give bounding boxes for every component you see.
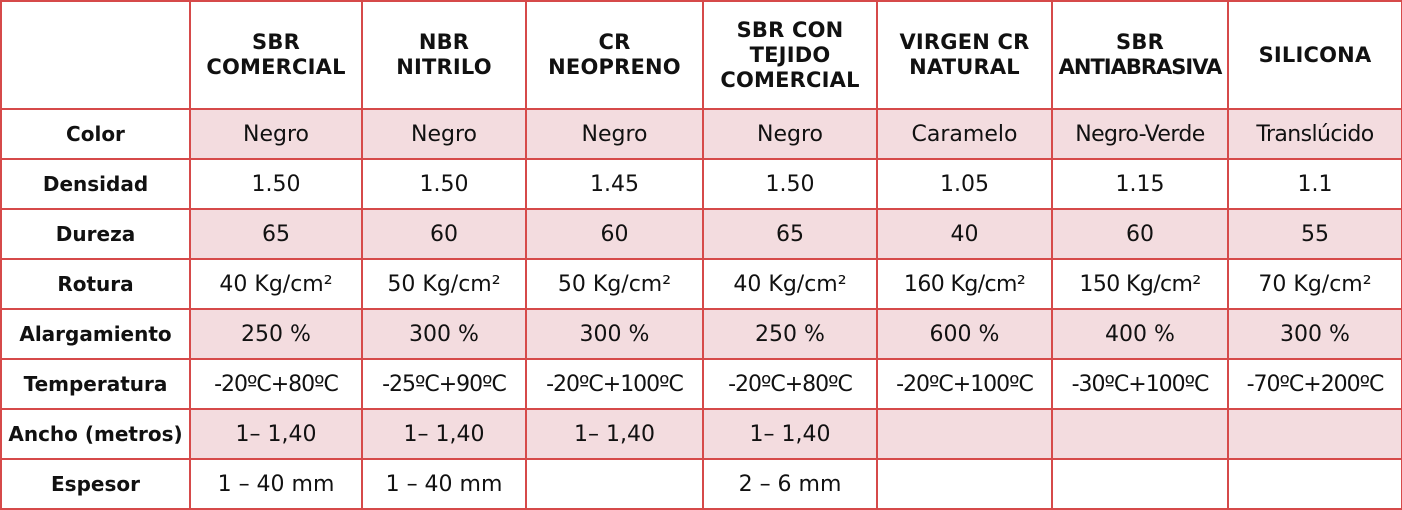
row-color: Color Negro Negro Negro Negro Caramelo N…: [0, 108, 1402, 160]
table-cell: 2 – 6 mm: [702, 458, 878, 510]
row-dureza: Dureza 65 60 60 65 40 60 55: [0, 208, 1402, 260]
table-cell: 160 Kg/cm²: [876, 258, 1053, 310]
row-ancho: Ancho (metros) 1– 1,40 1– 1,40 1– 1,40 1…: [0, 408, 1402, 460]
table-cell: 40: [876, 208, 1053, 260]
column-header-sbr-antiabrasiva: SBR ANTIABRASIVA: [1051, 0, 1229, 110]
table-cell: 50 Kg/cm²: [361, 258, 527, 310]
column-header-virgen-cr: VIRGEN CR NATURAL: [876, 0, 1053, 110]
column-header-cr-neopreno: CR NEOPRENO: [525, 0, 704, 110]
table-cell: 1– 1,40: [702, 408, 878, 460]
table-cell: 250 %: [189, 308, 363, 360]
table-cell: 40 Kg/cm²: [189, 258, 363, 310]
table-cell: 300 %: [361, 308, 527, 360]
column-header-silicona: SILICONA: [1227, 0, 1402, 110]
corner-cell: [0, 0, 191, 110]
table-cell: -20ºC+80ºC: [702, 358, 878, 410]
table-cell: 1.50: [189, 158, 363, 210]
table-cell: 1.1: [1227, 158, 1402, 210]
table-cell: -20ºC+100ºC: [876, 358, 1053, 410]
row-label: Color: [0, 108, 191, 160]
table-cell: 1.45: [525, 158, 704, 210]
table-cell: Negro: [361, 108, 527, 160]
table-cell: Caramelo: [876, 108, 1053, 160]
row-label: Densidad: [0, 158, 191, 210]
table-cell: 1– 1,40: [361, 408, 527, 460]
table-cell: 60: [361, 208, 527, 260]
table-cell: 50 Kg/cm²: [525, 258, 704, 310]
table-cell: -70ºC+200ºC: [1227, 358, 1402, 410]
table-cell: 70 Kg/cm²: [1227, 258, 1402, 310]
column-header-sbr-tejido: SBR CON TEJIDO COMERCIAL: [702, 0, 878, 110]
table-cell: 1.15: [1051, 158, 1229, 210]
table-cell: 1 – 40 mm: [189, 458, 363, 510]
table-cell: [1227, 408, 1402, 460]
table-cell: [1051, 458, 1229, 510]
table-cell: -25ºC+90ºC: [361, 358, 527, 410]
row-temperatura: Temperatura -20ºC+80ºC -25ºC+90ºC -20ºC+…: [0, 358, 1402, 410]
row-label: Espesor: [0, 458, 191, 510]
table-cell: 65: [189, 208, 363, 260]
table-cell: 40 Kg/cm²: [702, 258, 878, 310]
row-espesor: Espesor 1 – 40 mm 1 – 40 mm 2 – 6 mm: [0, 458, 1402, 510]
table-cell: 60: [525, 208, 704, 260]
table-cell: 400 %: [1051, 308, 1229, 360]
table-cell: -20ºC+100ºC: [525, 358, 704, 410]
header-row: SBR COMERCIAL NBR NITRILO CR NEOPRENO SBR C…: [0, 0, 1402, 110]
table-cell: Negro: [525, 108, 704, 160]
row-label: Rotura: [0, 258, 191, 310]
row-alargamiento: Alargamiento 250 % 300 % 300 % 250 % 600…: [0, 308, 1402, 360]
table-cell: Translúcido: [1227, 108, 1402, 160]
row-label: Alargamiento: [0, 308, 191, 360]
row-label: Temperatura: [0, 358, 191, 410]
table-cell: [876, 408, 1053, 460]
table-cell: [525, 458, 704, 510]
table-cell: 1– 1,40: [525, 408, 704, 460]
table-cell: Negro-Verde: [1051, 108, 1229, 160]
table-cell: 1.50: [702, 158, 878, 210]
table-cell: [1051, 408, 1229, 460]
table-cell: 1 – 40 mm: [361, 458, 527, 510]
table-cell: [1227, 458, 1402, 510]
table-cell: 600 %: [876, 308, 1053, 360]
table-cell: 150 Kg/cm²: [1051, 258, 1229, 310]
column-header-nbr-nitrilo: NBR NITRILO: [361, 0, 527, 110]
table-cell: 300 %: [1227, 308, 1402, 360]
row-rotura: Rotura 40 Kg/cm² 50 Kg/cm² 50 Kg/cm² 40 …: [0, 258, 1402, 310]
table-cell: [876, 458, 1053, 510]
table-cell: Negro: [702, 108, 878, 160]
table-cell: 65: [702, 208, 878, 260]
table-cell: 1.50: [361, 158, 527, 210]
column-header-sbr-comercial: SBR COMERCIAL: [189, 0, 363, 110]
row-densidad: Densidad 1.50 1.50 1.45 1.50 1.05 1.15 1…: [0, 158, 1402, 210]
row-label: Ancho (metros): [0, 408, 191, 460]
table-cell: 300 %: [525, 308, 704, 360]
table-cell: 55: [1227, 208, 1402, 260]
table-cell: 250 %: [702, 308, 878, 360]
table-cell: Negro: [189, 108, 363, 160]
table-cell: 60: [1051, 208, 1229, 260]
table-cell: 1.05: [876, 158, 1053, 210]
table-cell: -20ºC+80ºC: [189, 358, 363, 410]
table-cell: -30ºC+100ºC: [1051, 358, 1229, 410]
row-label: Dureza: [0, 208, 191, 260]
table-cell: 1– 1,40: [189, 408, 363, 460]
